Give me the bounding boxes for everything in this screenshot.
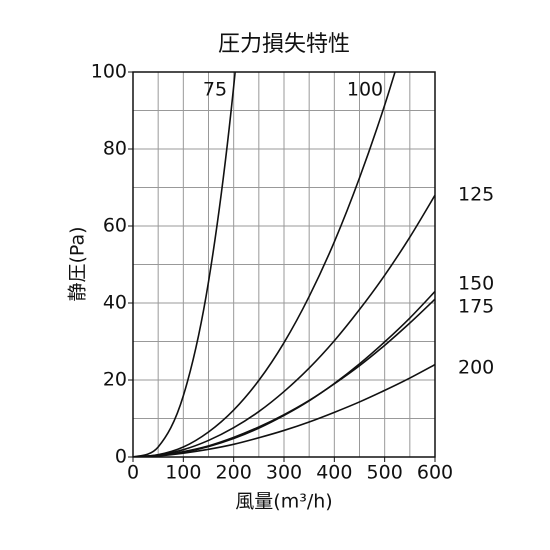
y-tick-label: 20 — [103, 369, 127, 391]
series-label: 75 — [203, 79, 227, 101]
curve — [133, 298, 435, 457]
x-tick-label: 300 — [266, 462, 302, 484]
x-tick-label: 500 — [367, 462, 403, 484]
y-tick-label: 40 — [103, 292, 127, 314]
y-tick-label: 0 — [115, 446, 127, 468]
series-label: 100 — [347, 79, 383, 101]
y-tick-label: 60 — [103, 215, 127, 237]
curves — [133, 72, 435, 457]
curve — [133, 72, 396, 457]
x-tick-label: 600 — [417, 462, 453, 484]
curve — [133, 72, 236, 457]
series-label: 200 — [458, 357, 494, 379]
series-label: 175 — [458, 296, 494, 318]
x-tick-label: 100 — [165, 462, 201, 484]
y-axis-label: 静圧(Pa) — [67, 226, 89, 301]
y-tick-label: 100 — [91, 61, 127, 83]
chart-title: 圧力損失特性 — [218, 32, 350, 57]
grid — [132, 71, 436, 458]
x-tick-label: 400 — [316, 462, 352, 484]
x-tick-label: 0 — [127, 462, 139, 484]
y-tick-label: 80 — [103, 138, 127, 160]
series-label: 150 — [458, 273, 494, 295]
curve — [133, 363, 435, 457]
curve — [133, 194, 435, 457]
series-label: 125 — [458, 184, 494, 206]
x-axis-label: 風量(m³/h) — [235, 491, 332, 513]
x-tick-label: 200 — [216, 462, 252, 484]
